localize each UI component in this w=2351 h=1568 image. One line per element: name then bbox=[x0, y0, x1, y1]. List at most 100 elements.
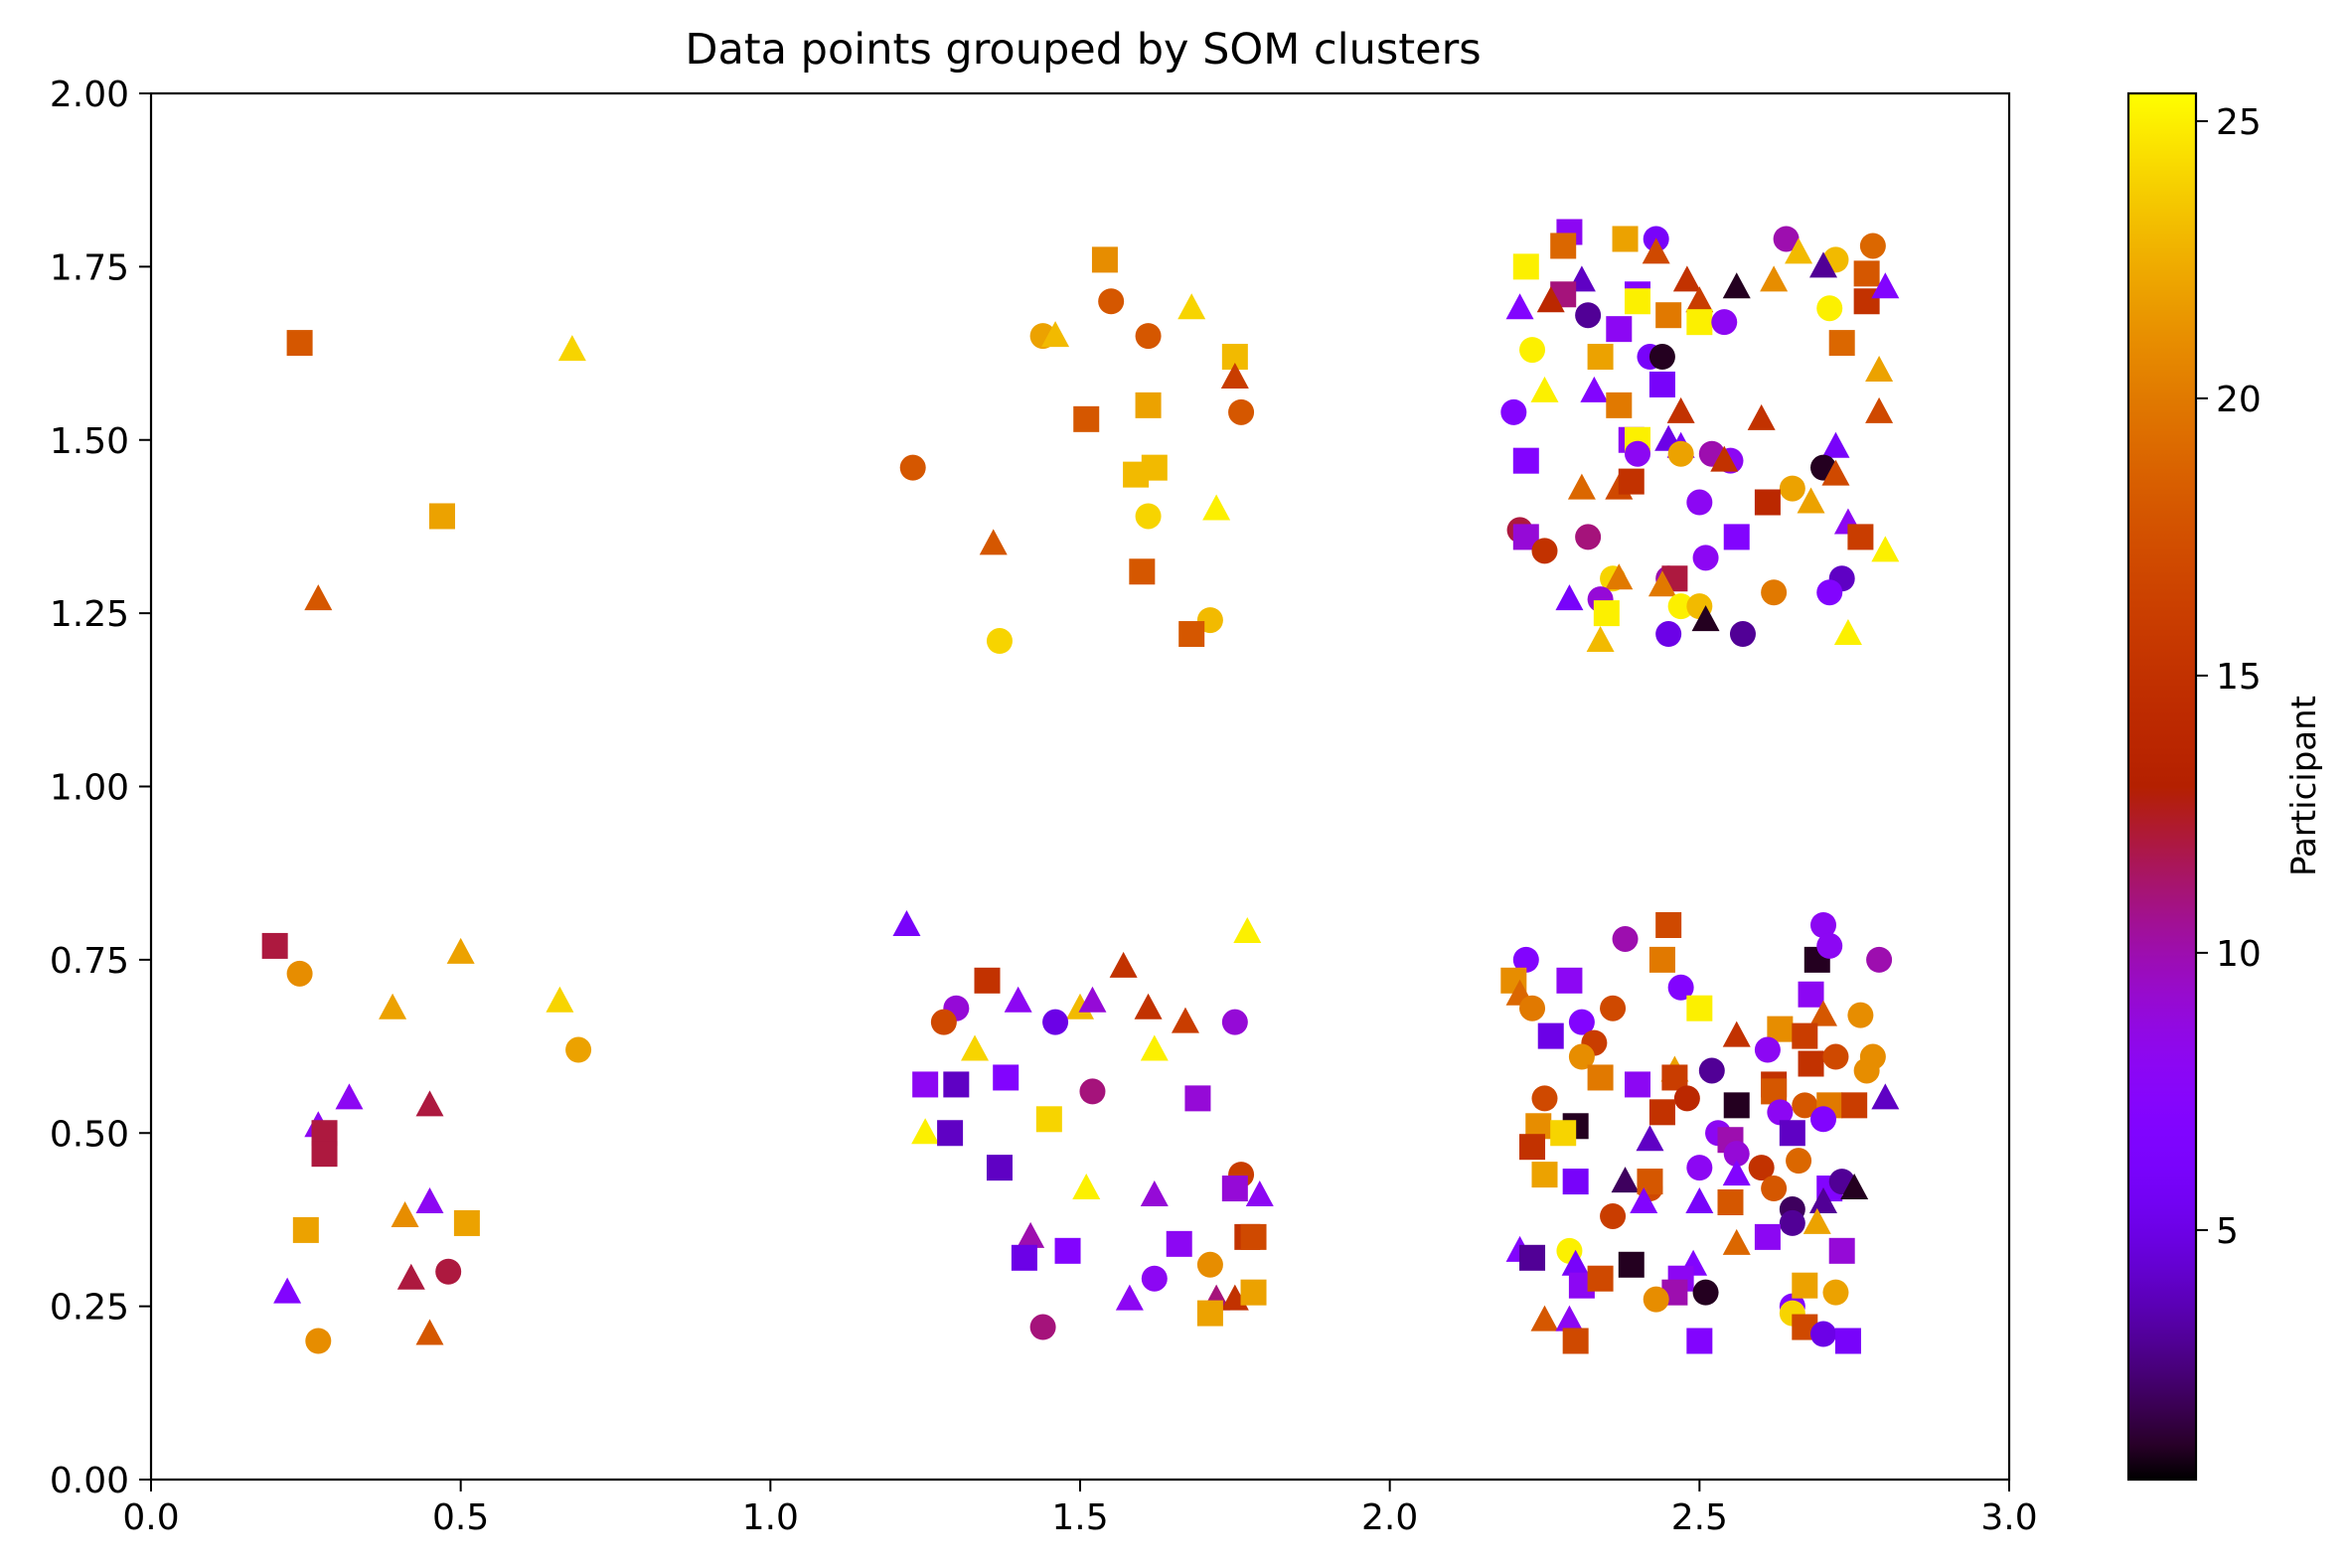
data-point-triangle bbox=[1636, 1125, 1664, 1152]
data-point-circle bbox=[1711, 309, 1738, 336]
y-axis-ticks: 0.00 0.25 0.50 0.75 1.00 1.25 1.50 1.75 2.00 bbox=[50, 75, 151, 1501]
data-point-square bbox=[1686, 1328, 1713, 1354]
data-point-triangle bbox=[1710, 445, 1739, 472]
data-point-circle bbox=[1135, 503, 1162, 530]
data-point-circle bbox=[286, 960, 313, 987]
y-tick-label: 1.00 bbox=[50, 768, 129, 809]
data-point-square bbox=[1779, 1120, 1805, 1147]
data-point-triangle bbox=[1567, 473, 1596, 500]
data-point-triangle bbox=[1177, 293, 1206, 320]
data-point-circle bbox=[1667, 440, 1694, 467]
data-point-square bbox=[1723, 1092, 1750, 1119]
data-point-triangle bbox=[379, 993, 407, 1019]
data-point-circle bbox=[1810, 1106, 1836, 1133]
data-point-triangle bbox=[1630, 1187, 1658, 1213]
data-point-triangle bbox=[961, 1034, 990, 1061]
data-point-square bbox=[1550, 1120, 1577, 1147]
data-point-triangle bbox=[1685, 286, 1714, 313]
data-point-square bbox=[1519, 1244, 1546, 1271]
y-tick-label: 0.00 bbox=[50, 1461, 129, 1501]
data-point-triangle bbox=[1722, 1160, 1751, 1186]
colorbar-frame bbox=[2126, 91, 2198, 1482]
data-point-circle bbox=[1221, 1009, 1248, 1035]
data-point-square bbox=[1618, 1251, 1645, 1278]
colorbar-ticks: 5 10 15 20 25 bbox=[2196, 102, 2262, 1252]
data-point-triangle bbox=[911, 1118, 940, 1145]
data-point-square bbox=[1754, 489, 1781, 516]
data-point-square bbox=[1184, 1085, 1211, 1112]
data-point-square bbox=[1562, 1328, 1589, 1354]
data-point-circle bbox=[1673, 1085, 1700, 1112]
data-point-triangle bbox=[1672, 265, 1701, 292]
data-point-square bbox=[993, 1064, 1019, 1091]
data-point-triangle bbox=[1530, 1305, 1559, 1332]
data-point-square bbox=[1011, 1244, 1037, 1271]
data-point-square bbox=[912, 1071, 939, 1098]
data-point-triangle bbox=[1134, 993, 1163, 1019]
data-point-triangle bbox=[1555, 1305, 1584, 1332]
data-point-circle bbox=[1141, 1265, 1168, 1292]
data-point-circle bbox=[1625, 440, 1650, 467]
data-point-circle bbox=[1098, 288, 1125, 315]
data-point-square bbox=[1853, 260, 1880, 287]
data-point-square bbox=[1512, 253, 1539, 280]
data-point-square bbox=[1556, 967, 1583, 994]
data-point-triangle bbox=[415, 1090, 444, 1117]
data-point-triangle bbox=[1691, 605, 1720, 632]
data-point-circle bbox=[1686, 489, 1713, 516]
data-point-circle bbox=[1822, 1043, 1849, 1070]
data-point-square bbox=[1828, 330, 1855, 357]
y-tick-label: 1.25 bbox=[50, 594, 129, 635]
data-point-square bbox=[1717, 1189, 1744, 1215]
data-point-circle bbox=[1667, 593, 1694, 620]
data-point-square bbox=[1686, 995, 1713, 1021]
data-point-circle bbox=[1228, 398, 1255, 425]
chart-title: Data points grouped by SOM clusters bbox=[685, 25, 1481, 75]
data-point-circle bbox=[1692, 545, 1719, 571]
data-point-triangle bbox=[1536, 286, 1565, 313]
data-point-triangle bbox=[892, 910, 921, 936]
data-point-circle bbox=[1779, 475, 1805, 502]
data-point-triangle bbox=[1840, 1174, 1869, 1200]
data-point-square bbox=[453, 1209, 480, 1236]
data-point-circle bbox=[1859, 233, 1886, 259]
data-point-triangle bbox=[1747, 403, 1776, 430]
data-point-circle bbox=[435, 1258, 462, 1285]
data-point-square bbox=[1828, 1237, 1855, 1264]
colorbar-tick-label: 15 bbox=[2216, 657, 2262, 698]
data-point-circle bbox=[1519, 337, 1546, 364]
colorbar bbox=[2128, 93, 2196, 1480]
data-point-square bbox=[1618, 468, 1645, 495]
data-point-circle bbox=[930, 1009, 957, 1035]
data-point-triangle bbox=[1802, 1207, 1831, 1234]
data-point-circle bbox=[1810, 912, 1836, 938]
data-point-triangle bbox=[415, 1319, 444, 1345]
data-point-square bbox=[1847, 524, 1874, 550]
data-point-circle bbox=[1754, 1036, 1781, 1063]
data-point-triangle bbox=[273, 1277, 302, 1304]
data-point-square bbox=[1519, 1134, 1546, 1161]
data-point-triangle bbox=[1066, 993, 1094, 1019]
data-point-circle bbox=[1512, 946, 1539, 973]
x-tick-label: 2.5 bbox=[1671, 1497, 1728, 1538]
data-point-circle bbox=[1519, 995, 1546, 1021]
data-point-triangle bbox=[1109, 951, 1138, 978]
data-point-triangle bbox=[546, 986, 574, 1013]
data-point-circle bbox=[1600, 995, 1627, 1021]
data-point-square bbox=[1178, 621, 1205, 648]
data-point-circle bbox=[1079, 1078, 1106, 1105]
data-point-triangle bbox=[1611, 1167, 1640, 1193]
data-point-triangle bbox=[1072, 1174, 1101, 1200]
data-point-triangle bbox=[1821, 459, 1850, 486]
data-point-circle bbox=[1692, 1279, 1719, 1306]
data-point-circle bbox=[305, 1328, 332, 1354]
data-point-triangle bbox=[1821, 431, 1850, 458]
data-point-circle bbox=[1648, 344, 1675, 371]
data-point-square bbox=[1531, 1162, 1558, 1188]
data-point-square bbox=[1587, 344, 1614, 371]
data-point-square bbox=[1606, 392, 1633, 418]
y-tick-label: 0.25 bbox=[50, 1288, 129, 1329]
data-point-square bbox=[1606, 316, 1633, 343]
data-point-square bbox=[1135, 392, 1162, 418]
data-point-circle bbox=[1729, 621, 1756, 648]
